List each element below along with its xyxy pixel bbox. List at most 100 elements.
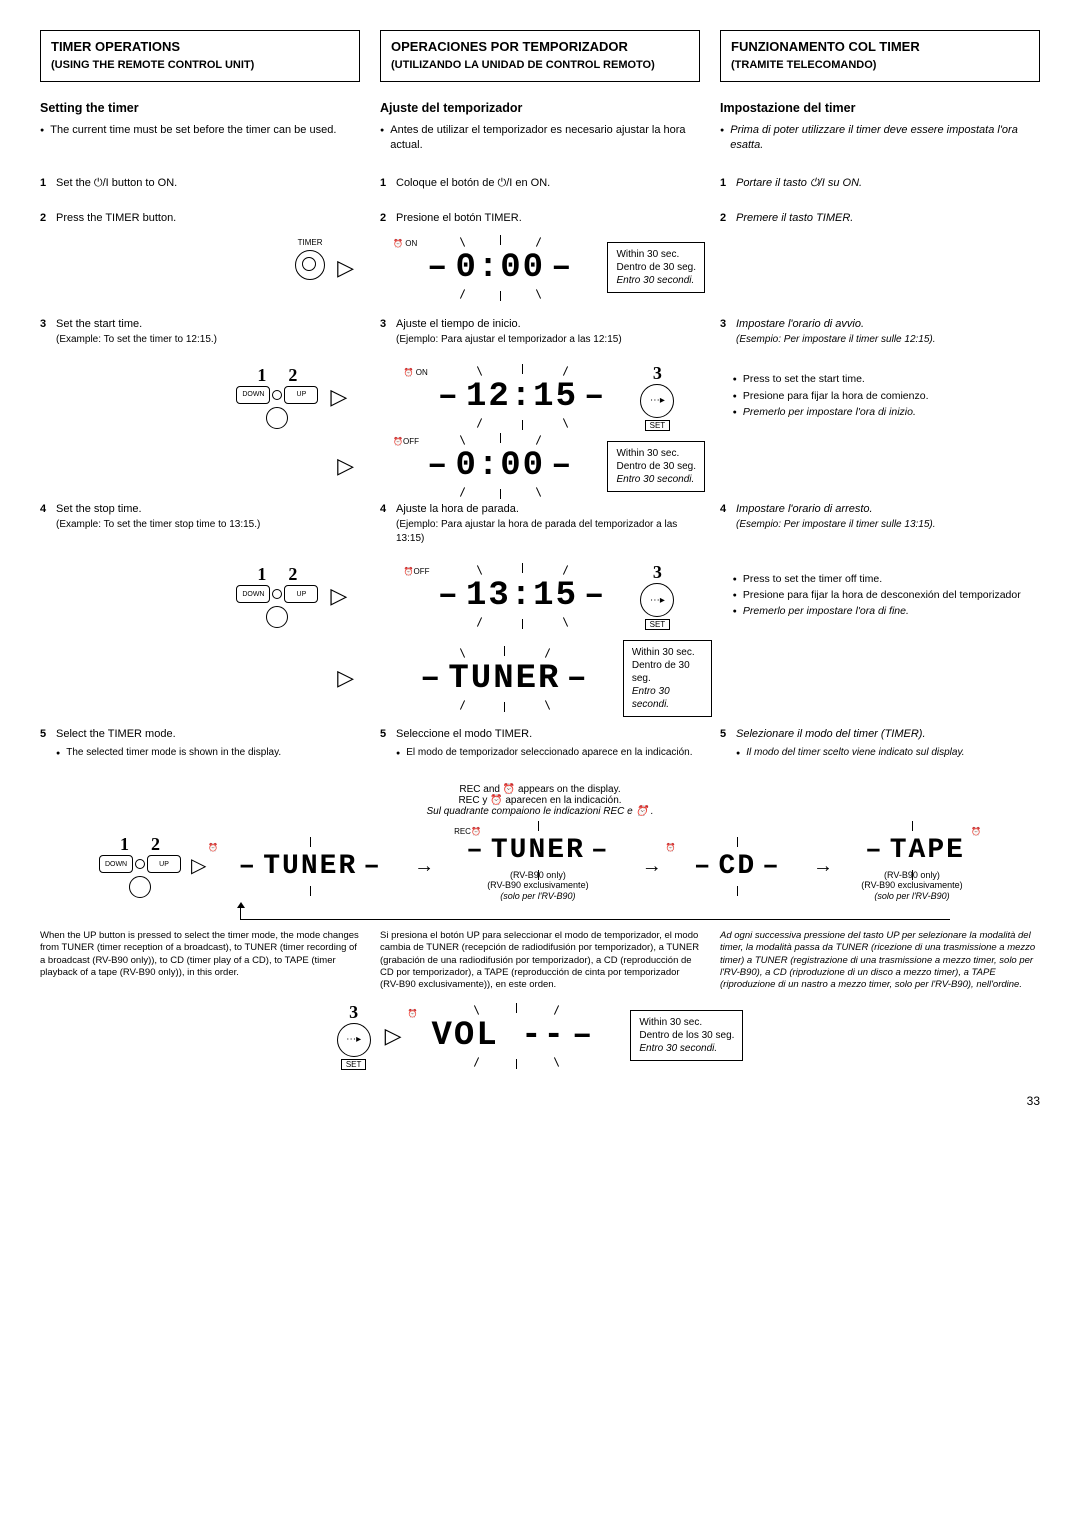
remote-widget-3: 12 DOWN UP — [99, 834, 181, 898]
timer-button-icon — [295, 250, 325, 280]
lcd-1315: ⏰OFF –13:15– — [416, 573, 629, 619]
lcd-flow-tuner1: ⏰ –TUNER– — [216, 847, 404, 886]
feedback-arrow — [240, 906, 950, 920]
intro-it: Prima di poter utilizzare il timer deve … — [730, 123, 1040, 153]
section-head-it: Impostazione del timer — [720, 100, 1040, 117]
intro-en: The current time must be set before the … — [50, 123, 336, 138]
footer-it: Ad ogni successiva pressione del tasto U… — [720, 930, 1040, 992]
lcd-off-000: ⏰OFF –0:00– — [405, 443, 595, 489]
sub-es: (UTILIZANDO LA UNIDAD DE CONTROL REMOTO) — [391, 59, 655, 71]
lcd-init: ⏰ ON –0:00– — [405, 245, 595, 291]
section-head-es: Ajuste del temporizador — [380, 100, 700, 117]
s1-es: Coloque el botón de ⏻/I en ON. — [396, 176, 700, 191]
s5-en-sub: The selected timer mode is shown in the … — [66, 746, 281, 760]
s5-en: Select the TIMER mode. — [56, 728, 176, 740]
header-en: TIMER OPERATIONS (USING THE REMOTE CONTR… — [40, 30, 360, 82]
s4-it-sub: (Esempio: Per impostare il timer sulle 1… — [736, 519, 936, 530]
mode-flow: 12 DOWN UP ▷ ⏰ –TUNER– → REC⏰ –TUNER– (R… — [40, 831, 1040, 902]
footer-en: When the UP button is pressed to select … — [40, 930, 360, 992]
s3-it: Impostare l'orario di avvio. — [736, 318, 864, 330]
s3-en: Set the start time. — [56, 318, 142, 330]
s5-es: Seleccione el modo TIMER. — [396, 728, 532, 740]
s3-es-sub: (Ejemplo: Para ajustar el temporizador a… — [396, 334, 622, 345]
arrow-icon: ▷ — [385, 1025, 402, 1047]
down-button: DOWN — [236, 386, 270, 404]
arrow-icon: ▷ — [337, 257, 354, 279]
lcd-flow-tape: ⏰ –TAPE — [843, 831, 981, 870]
s3-it-sub: (Esempio: Per impostare il timer sulle 1… — [736, 334, 936, 345]
lcd-on-label: ⏰ ON — [393, 239, 417, 248]
within30-box-4: Within 30 sec. Dentro de los 30 seg. Ent… — [630, 1010, 743, 1061]
step1-row: 1Set the ⏻/I button to ON. 1Coloque el b… — [40, 176, 1040, 197]
s1-en: Set the ⏻/I button to ON. — [56, 176, 360, 191]
within30-box-3: Within 30 sec. Dentro de 30 seg. Entro 3… — [623, 640, 712, 717]
step3-diagram-2: ▷ ⏰OFF –0:00– Within 30 sec. Dentro de 3… — [40, 441, 1040, 492]
header-row: TIMER OPERATIONS (USING THE REMOTE CONTR… — [40, 30, 1040, 82]
center-button — [266, 407, 288, 429]
step2-diagram: TIMER ▷ ⏰ ON –0:00– Within 30 sec. Dentr… — [40, 242, 1040, 293]
within30-box-1: Within 30 sec. Dentro de 30 seg. Entro 3… — [607, 242, 705, 293]
title-en: TIMER OPERATIONS — [51, 39, 180, 54]
header-es: OPERACIONES POR TEMPORIZADOR (UTILIZANDO… — [380, 30, 700, 82]
stop-note-es: Presione para fijar la hora de desconexi… — [743, 588, 1021, 602]
s4-es: Ajuste la hora de parada. — [396, 503, 519, 515]
set-button-1: 3 ⋯▸ SET — [640, 363, 674, 431]
lcd-vol: ⏰ VOL --– — [416, 1013, 617, 1059]
step4-diagram: 12 DOWN UP ▷ ⏰OFF –13:15– 3 ⋯▸ SET Press… — [40, 562, 1040, 630]
within30-box-2: Within 30 sec. Dentro de 30 seg. Entro 3… — [607, 441, 705, 492]
title-es: OPERACIONES POR TEMPORIZADOR — [391, 39, 628, 54]
step3-diagram: 12 DOWN UP ▷ ⏰ ON –12:15– 3 ⋯▸ SET Press… — [40, 363, 1040, 431]
start-note-en: Press to set the start time. — [743, 372, 865, 386]
arrow-icon: → — [813, 856, 833, 876]
arrow-icon: → — [414, 856, 434, 876]
s5-es-sub: El modo de temporizador seleccionado apa… — [406, 746, 692, 760]
footer-text: When the UP button is pressed to select … — [40, 930, 1040, 992]
s1-it: Portare il tasto ⏻/I su ON. — [736, 176, 1040, 191]
set-button-3: 3 ⋯▸ SET — [337, 1002, 371, 1070]
arrow-icon: ▷ — [337, 665, 354, 690]
arrow-icon: ▷ — [191, 856, 206, 876]
set-button-2: 3 ⋯▸ SET — [640, 562, 674, 630]
sub-en: (USING THE REMOTE CONTROL UNIT) — [51, 59, 254, 71]
step4-diagram-2: ▷ –TUNER– Within 30 sec. Dentro de 30 se… — [40, 640, 1040, 717]
step2-row: 2Press the TIMER button. 2Presione el bo… — [40, 211, 1040, 232]
start-note-it: Premerlo per impostare l'ora di inizio. — [743, 405, 916, 419]
arrow-icon: ▷ — [330, 585, 347, 607]
s3-es: Ajuste el tiempo de inicio. — [396, 318, 521, 330]
up-button: UP — [284, 386, 318, 404]
step3-row: 3Set the start time.(Example: To set the… — [40, 317, 1040, 353]
lcd-1215: ⏰ ON –12:15– — [416, 374, 629, 420]
footer-es: Si presiona el botón UP para seleccionar… — [380, 930, 700, 992]
s2-es: Presione el botón TIMER. — [396, 211, 700, 226]
lcd-tuner: –TUNER– — [398, 656, 611, 702]
timer-label: TIMER — [295, 238, 325, 247]
s5-it: Selezionare il modo del timer (TIMER). — [736, 728, 926, 740]
lcd-flow-tuner2: REC⏰ –TUNER– — [444, 831, 632, 870]
rec-note: REC and ⏰ appears on the display. REC y … — [40, 784, 1040, 817]
bottom-diagram: 3 ⋯▸ SET ▷ ⏰ VOL --– Within 30 sec. Dent… — [40, 1002, 1040, 1070]
sub-it: (TRAMITE TELECOMANDO) — [731, 59, 876, 71]
header-it: FUNZIONAMENTO COL TIMER (TRAMITE TELECOM… — [720, 30, 1040, 82]
remote-widget-2: 12 DOWN UP — [236, 564, 318, 628]
lcd-flow-cd: ⏰ –CD– — [672, 847, 803, 886]
s3-en-sub: (Example: To set the timer to 12:15.) — [56, 334, 217, 345]
s4-en: Set the stop time. — [56, 503, 142, 515]
intro-row: Setting the timer The current time must … — [40, 100, 1040, 163]
s2-en: Press the TIMER button. — [56, 211, 360, 226]
intro-es: Antes de utilizar el temporizador es nec… — [390, 123, 700, 153]
step5-row: 5Select the TIMER mode. The selected tim… — [40, 727, 1040, 775]
s4-it: Impostare l'orario di arresto. — [736, 503, 873, 515]
stop-note-en: Press to set the timer off time. — [743, 572, 882, 586]
remote-widget-1: 12 DOWN UP — [236, 365, 318, 429]
arrow-icon: ▷ — [337, 453, 354, 478]
arrow-icon: ▷ — [330, 386, 347, 408]
start-note-es: Presione para fijar la hora de comienzo. — [743, 389, 929, 403]
s2-it: Premere il tasto TIMER. — [736, 211, 1040, 226]
s4-en-sub: (Example: To set the timer stop time to … — [56, 519, 260, 530]
arrow-icon: → — [642, 856, 662, 876]
s5-it-sub: Il modo del timer scelto viene indicato … — [746, 746, 964, 760]
s4-es-sub: (Ejemplo: Para ajustar la hora de parada… — [396, 519, 677, 545]
stop-note-it: Premerlo per impostare l'ora di fine. — [743, 604, 909, 618]
page-number: 33 — [40, 1094, 1040, 1108]
title-it: FUNZIONAMENTO COL TIMER — [731, 39, 920, 54]
